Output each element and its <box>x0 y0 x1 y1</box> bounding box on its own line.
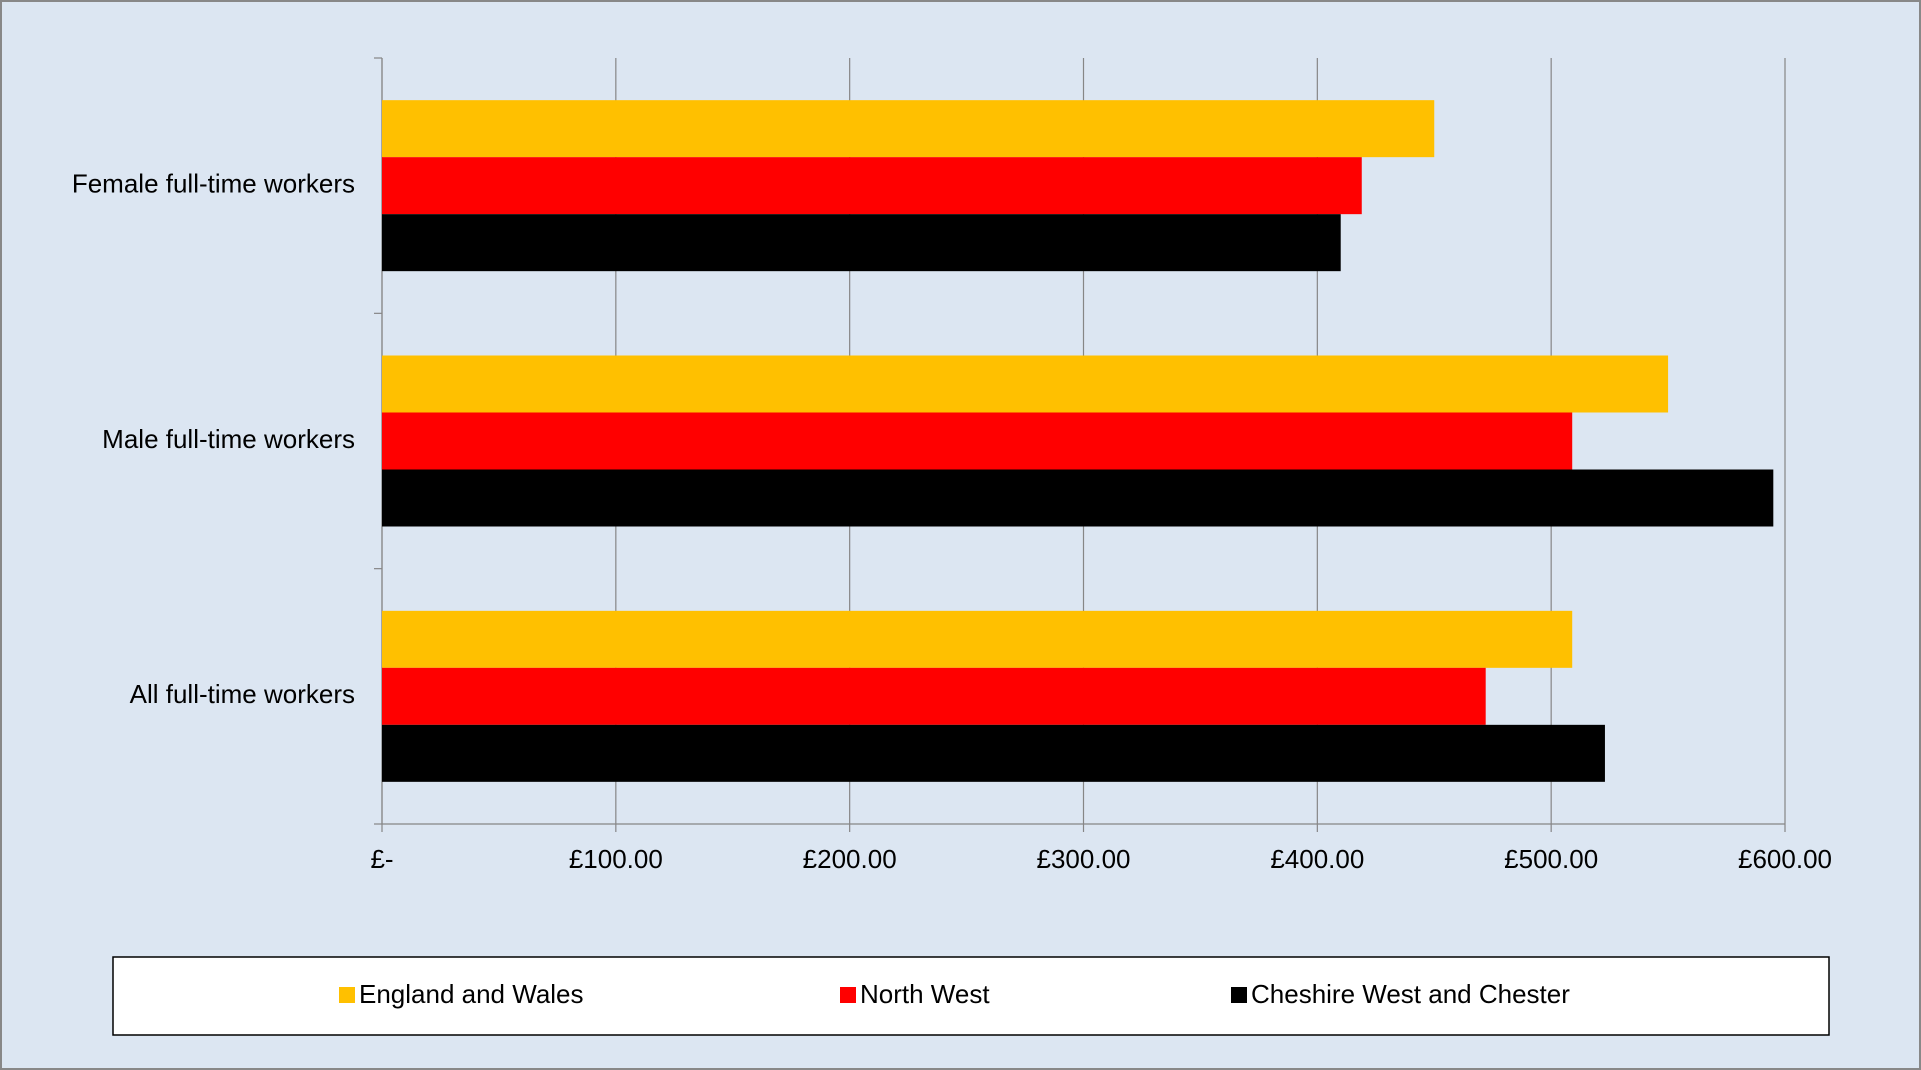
legend-swatch <box>339 987 355 1003</box>
bar <box>382 469 1774 527</box>
x-tick-label: £600.00 <box>1738 844 1832 874</box>
legend-box <box>112 956 1830 1036</box>
y-tick-label: Female full-time workers <box>72 169 355 199</box>
bar <box>382 412 1573 470</box>
legend-swatch <box>1231 987 1247 1003</box>
y-tick-label: All full-time workers <box>130 679 355 709</box>
bar <box>382 157 1362 215</box>
x-tick-label: £300.00 <box>1037 844 1131 874</box>
legend-label: North West <box>860 979 990 1009</box>
bar <box>382 724 1605 782</box>
x-tick-label: £500.00 <box>1504 844 1598 874</box>
legend-label: England and Wales <box>359 979 584 1009</box>
bar <box>382 214 1341 272</box>
legend-label: Cheshire West and Chester <box>1251 979 1570 1009</box>
bar <box>382 610 1573 668</box>
bar <box>382 355 1669 413</box>
x-tick-label: £- <box>370 844 393 874</box>
x-tick-label: £400.00 <box>1270 844 1364 874</box>
x-tick-label: £100.00 <box>569 844 663 874</box>
bar <box>382 100 1435 158</box>
y-tick-label: Male full-time workers <box>102 424 355 454</box>
legend-swatch <box>840 987 856 1003</box>
x-tick-label: £200.00 <box>803 844 897 874</box>
bar <box>382 667 1486 725</box>
